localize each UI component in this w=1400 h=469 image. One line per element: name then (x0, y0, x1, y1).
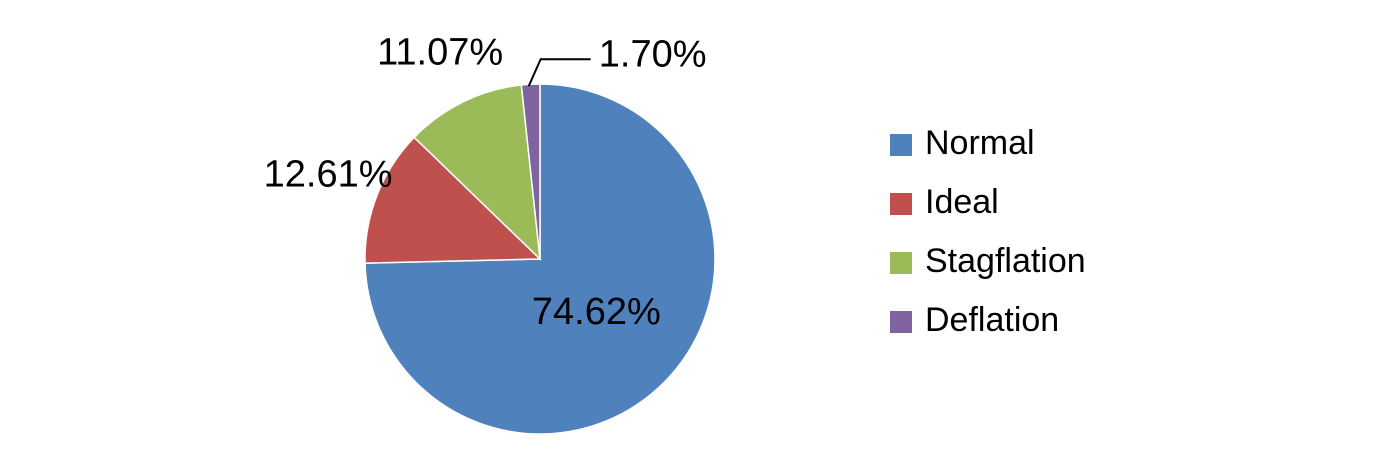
data-label: 74.62% (532, 291, 661, 333)
data-label: 1.70% (599, 33, 707, 75)
data-label: 12.61% (264, 153, 393, 195)
legend-label: Ideal (925, 183, 999, 221)
legend-swatch (890, 311, 912, 333)
legend-swatch (890, 134, 912, 156)
legend-label: Normal (925, 124, 1035, 162)
legend-label: Stagflation (925, 242, 1086, 280)
pie-slice (520, 83, 541, 260)
legend-swatch (890, 193, 912, 215)
leader-line (527, 58, 591, 87)
data-label: 11.07% (377, 32, 503, 74)
legend-swatch (890, 252, 912, 274)
pie-slice (413, 84, 541, 261)
legend-label: Deflation (925, 301, 1059, 339)
pie-slice (364, 136, 542, 264)
